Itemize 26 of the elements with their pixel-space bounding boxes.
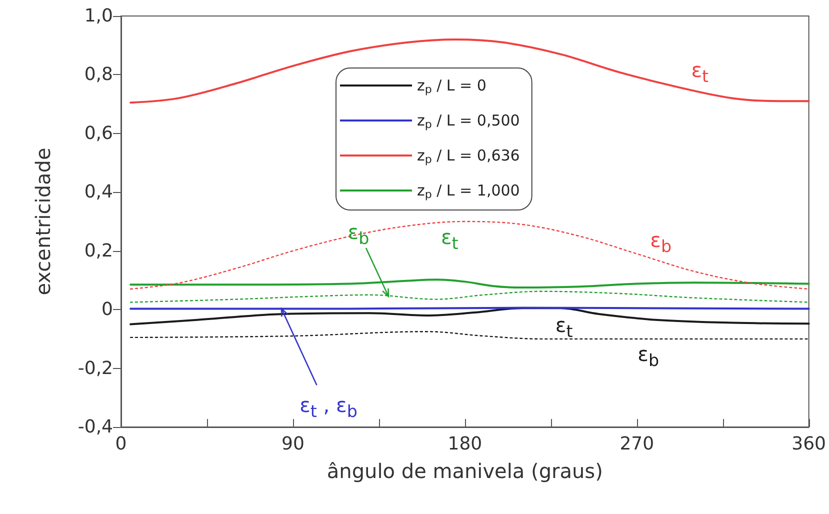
y-tick-label: -0,4 xyxy=(78,416,113,438)
annotation: ε$_{t}$ , ε$_{b}$ xyxy=(300,392,358,421)
annotation: ε$_{b}$ xyxy=(348,220,370,248)
x-tick-label: 90 xyxy=(282,434,304,454)
x-tick-label: 180 xyxy=(448,434,482,454)
line-series xyxy=(130,290,810,303)
annotation: ε$_{b}$ xyxy=(650,228,672,256)
x-tick-label: 0 xyxy=(115,434,127,454)
annotation: ε$_{t}$ xyxy=(555,312,573,340)
y-tick-label: 0,2 xyxy=(84,240,113,262)
annotation: ε$_{t}$ xyxy=(440,225,458,254)
y-tick-label: 1,0 xyxy=(84,6,113,26)
x-axis-title: ângulo de manivela (graus) xyxy=(326,459,603,483)
y-axis-title: excentricidade xyxy=(31,148,55,296)
line-series xyxy=(130,38,810,104)
y-tick-label: 0,4 xyxy=(84,182,113,203)
y-tick-label: 0,6 xyxy=(84,122,113,144)
y-tick-label: 0,8 xyxy=(84,64,113,86)
line-series xyxy=(130,278,810,289)
x-tick-label: 360 xyxy=(792,434,826,454)
annotation: ε$_{t}$ xyxy=(691,58,709,86)
annotation: ε$_{b}$ xyxy=(638,342,660,370)
y-tick-label: -0,2 xyxy=(78,358,113,379)
line-series xyxy=(130,220,810,290)
x-tick-label: 270 xyxy=(620,434,654,454)
y-tick-label: 0 xyxy=(102,299,113,320)
